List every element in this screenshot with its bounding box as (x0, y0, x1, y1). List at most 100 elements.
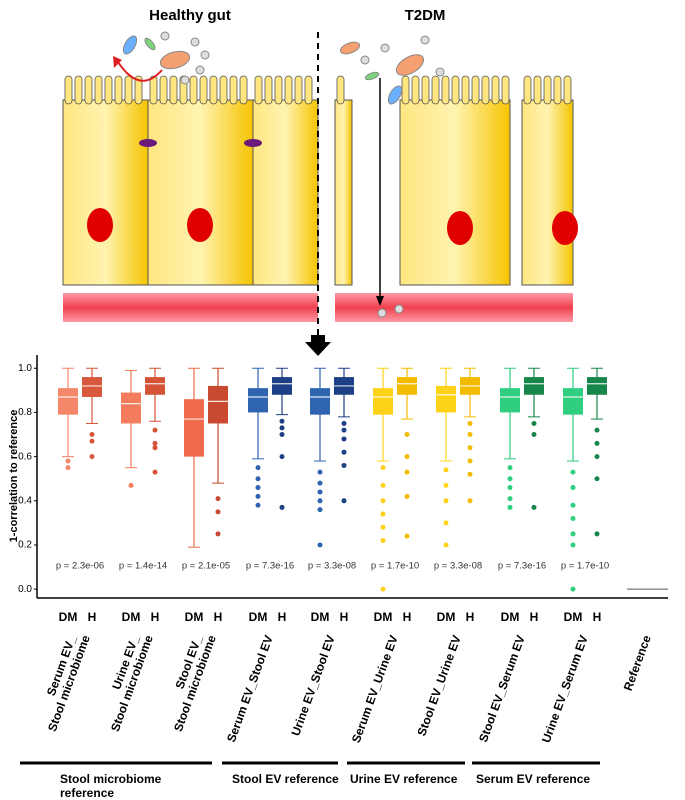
reference-group-label: Serum EV reference (476, 772, 591, 786)
outlier (341, 498, 347, 504)
reference-group-label: Urine EV reference (350, 772, 458, 786)
outlier (341, 420, 347, 426)
box (436, 385, 456, 413)
x-tick-label: DM (311, 610, 330, 624)
box (524, 377, 544, 395)
outlier (152, 445, 158, 451)
tight-junction (244, 139, 262, 147)
group-label: Stool EV_Serum EV (476, 633, 528, 744)
microvillus (189, 75, 198, 105)
bacteria (122, 31, 445, 318)
p-value: p = 2.3e-06 (56, 561, 104, 572)
microvillus (159, 75, 168, 105)
microvillus (229, 75, 238, 105)
microvillus (239, 75, 248, 105)
outlier (255, 493, 261, 499)
outlier (341, 436, 347, 442)
nucleus (447, 211, 473, 245)
microvillus (441, 75, 450, 105)
outlier (594, 476, 600, 482)
x-tick-label: DM (437, 610, 456, 624)
outlier (404, 533, 410, 539)
cell (521, 99, 574, 286)
outlier (380, 498, 386, 504)
outlier (255, 476, 261, 482)
outlier (317, 542, 323, 548)
microvillus (284, 75, 293, 105)
outlier (341, 462, 347, 468)
y-tick-label: 1.0 (18, 363, 32, 374)
x-tick-label: DM (374, 610, 393, 624)
outlier (317, 480, 323, 486)
outlier (380, 524, 386, 530)
outlier (89, 438, 95, 444)
microvillus (421, 75, 430, 105)
p-value: p = 3.3e-08 (308, 561, 356, 572)
outlier (89, 432, 95, 438)
y-tick-label: 0.2 (18, 540, 32, 551)
outlier (255, 485, 261, 491)
outlier (594, 531, 600, 537)
outlier (531, 420, 537, 426)
x-tick-label: H (340, 610, 349, 624)
x-tick-label: H (214, 610, 223, 624)
microvillus (461, 75, 470, 105)
microvillus (451, 75, 460, 105)
microvillus (104, 75, 113, 105)
outlier (341, 427, 347, 433)
outlier (507, 465, 513, 471)
outlier (570, 515, 576, 521)
outlier (570, 531, 576, 537)
outlier (279, 504, 285, 510)
box (272, 377, 292, 395)
box (397, 377, 417, 395)
outlier (380, 482, 386, 488)
outlier (89, 454, 95, 460)
outlier (215, 531, 221, 537)
outlier (467, 445, 473, 451)
y-tick-label: 0.0 (18, 584, 32, 595)
microvillus (149, 75, 158, 105)
p-value: p = 1.7e-10 (561, 561, 609, 572)
outlier (380, 586, 386, 592)
outlier (128, 482, 134, 488)
right-title: T2DM (405, 7, 446, 24)
microvillus (199, 75, 208, 105)
microvillus (553, 75, 562, 105)
outlier (467, 458, 473, 464)
p-value: p = 7.3e-16 (498, 561, 546, 572)
group-label: Urine EV_Serum EV (539, 633, 591, 744)
box (121, 392, 141, 424)
group-label: Serum EV_Urine EV (349, 633, 401, 744)
reference-label: Reference (621, 633, 654, 693)
outlier (531, 432, 537, 438)
nucleus (87, 208, 113, 242)
outlier (279, 418, 285, 424)
x-tick-label: H (403, 610, 412, 624)
outlier (570, 469, 576, 475)
nucleus (552, 211, 578, 245)
nucleus (187, 208, 213, 242)
microvillus (264, 75, 273, 105)
outlier (507, 504, 513, 510)
outlier (317, 498, 323, 504)
x-tick-label: DM (501, 610, 520, 624)
microvillus (563, 75, 572, 105)
microvillus (169, 75, 178, 105)
outlier (507, 476, 513, 482)
outlier (531, 504, 537, 510)
y-tick-label: 0.8 (18, 407, 32, 418)
outlier (467, 432, 473, 438)
outlier (467, 420, 473, 426)
box (184, 399, 204, 457)
y-axis-label: 1-correlation to reference (8, 410, 20, 543)
box (587, 377, 607, 395)
microvillus (294, 75, 303, 105)
microvillus (523, 75, 532, 105)
box (310, 388, 330, 415)
outlier (404, 493, 410, 499)
outlier (65, 458, 71, 464)
microvillus (491, 75, 500, 105)
